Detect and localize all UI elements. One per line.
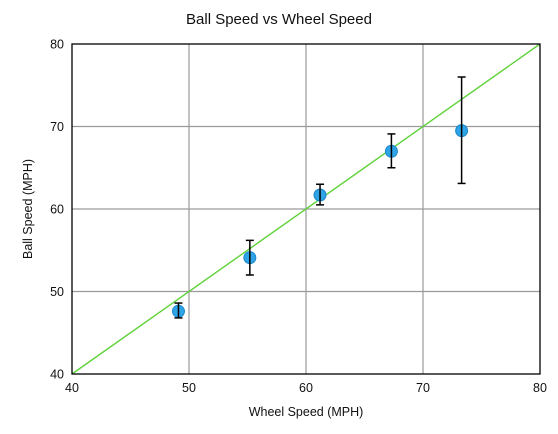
x-tick-label: 70	[416, 381, 430, 395]
data-points	[171, 76, 469, 319]
x-tick-label: 60	[299, 381, 313, 395]
y-tick-label: 60	[50, 203, 64, 217]
x-tick-labels: 40 50 60 70 80	[65, 381, 547, 395]
error-bar	[387, 133, 396, 169]
plot-frame	[71, 43, 541, 375]
y-tick-label: 70	[50, 120, 64, 134]
x-tick-label: 40	[65, 381, 79, 395]
y-tick-label: 80	[50, 38, 64, 52]
y-tick-label: 40	[50, 368, 64, 382]
y-axis-label: Ball Speed (MPH)	[21, 159, 35, 259]
y-tick-labels: 40 50 60 70 80	[50, 38, 64, 382]
y-tick-label: 50	[50, 285, 64, 299]
error-bar	[245, 239, 254, 276]
x-tick-label: 80	[533, 381, 547, 395]
chart-title: Ball Speed vs Wheel Speed	[186, 11, 372, 28]
error-bar	[174, 302, 183, 319]
error-bar	[316, 183, 325, 206]
x-tick-label: 50	[182, 381, 196, 395]
error-bar	[457, 76, 466, 185]
x-axis-label: Wheel Speed (MPH)	[249, 405, 364, 419]
